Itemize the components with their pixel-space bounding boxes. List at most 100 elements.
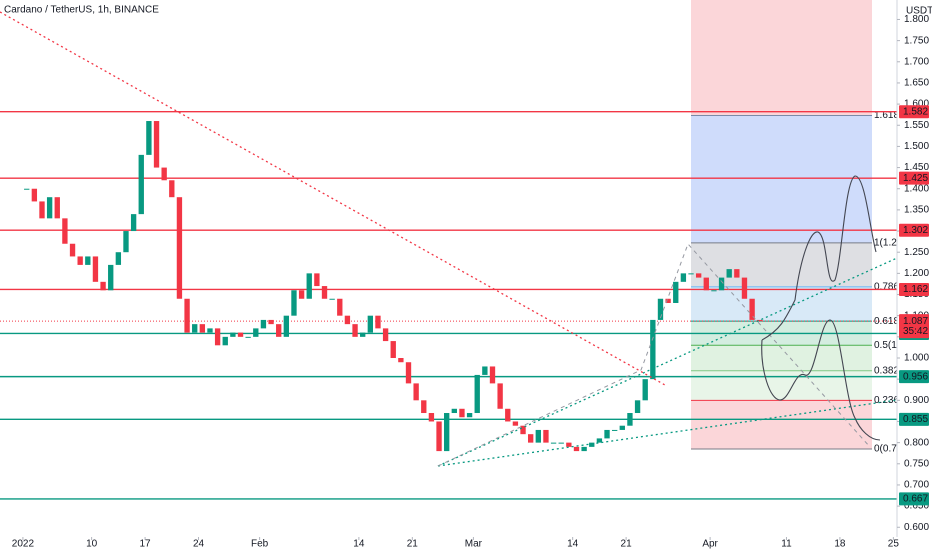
- x-tick-label: 24: [193, 539, 205, 550]
- candle: [268, 319, 274, 325]
- x-tick-label: Feb: [251, 539, 269, 550]
- candle: [283, 315, 290, 337]
- fib-label: 1.618(: [874, 110, 903, 121]
- candle: [92, 256, 99, 282]
- candle: [398, 358, 404, 363]
- candle: [550, 442, 557, 444]
- candle: [451, 408, 457, 414]
- x-tick-label: 21: [621, 539, 633, 550]
- candle: [123, 231, 129, 253]
- countdown-label: 35:42: [903, 326, 928, 337]
- price-tag: [899, 105, 929, 119]
- fib-label: 0.786(: [874, 282, 903, 293]
- x-tick-label: 17: [140, 539, 152, 550]
- candle: [734, 269, 740, 278]
- candle: [566, 442, 572, 447]
- candle: [276, 324, 282, 337]
- candle: [207, 328, 213, 333]
- candle: [474, 374, 480, 414]
- price-tag-label: 1.582: [903, 106, 928, 117]
- price-tag-label: 0.956: [903, 371, 928, 382]
- candle: [138, 154, 144, 215]
- candle: [688, 273, 694, 275]
- candle: [298, 290, 305, 299]
- price-tag-label: 0.855: [903, 414, 928, 425]
- candle: [650, 319, 656, 380]
- y-tick-label: 1.400: [904, 183, 929, 194]
- candle: [344, 315, 351, 325]
- price-tag-label: 1.162: [903, 284, 928, 295]
- x-tick-label: Mar: [465, 539, 483, 550]
- x-tick-label: 2022: [12, 539, 35, 550]
- chart-title: Cardano / TetherUS, 1h, BINANCE: [4, 5, 159, 16]
- y-tick-label: 1.250: [904, 247, 929, 258]
- price-axis: [897, 0, 932, 550]
- candle: [619, 425, 625, 430]
- fib-label: 0.382(: [874, 365, 903, 376]
- candle: [413, 383, 419, 401]
- current-price-tag: [899, 314, 929, 339]
- x-tick-label: 18: [834, 539, 846, 550]
- candle: [85, 256, 91, 265]
- candle: [62, 218, 68, 244]
- fib-zone: [691, 242, 872, 287]
- candle: [329, 298, 335, 300]
- candle: [596, 438, 603, 443]
- fib-zone: [691, 345, 872, 371]
- y-tick-label: 0.900: [904, 395, 929, 406]
- x-tick-label: 11: [781, 539, 792, 550]
- candle: [237, 332, 244, 337]
- candle: [680, 273, 687, 282]
- candle: [192, 324, 198, 333]
- candle: [245, 336, 251, 338]
- pattern-line: [437, 243, 871, 467]
- candle: [153, 121, 160, 168]
- y-tick-label: 1.450: [904, 162, 929, 173]
- candle: [54, 197, 60, 219]
- candle: [230, 332, 236, 337]
- candle: [528, 434, 534, 443]
- forecast-drawing: [761, 175, 881, 441]
- candle: [77, 256, 83, 265]
- price-tag: [899, 223, 929, 237]
- candle: [642, 379, 648, 401]
- candle: [222, 336, 228, 346]
- candle: [46, 197, 53, 219]
- candle: [558, 442, 564, 444]
- price-tag: [899, 492, 929, 506]
- candle: [482, 366, 488, 375]
- y-tick-label: 1.750: [904, 35, 929, 46]
- candle: [306, 273, 312, 299]
- y-tick-label: 1.500: [904, 141, 929, 152]
- price-tag: [899, 171, 929, 185]
- candle: [314, 273, 320, 287]
- candle: [695, 273, 702, 278]
- candle: [466, 413, 473, 418]
- candle: [184, 298, 190, 333]
- x-tick-label: Apr: [702, 539, 718, 550]
- fib-zone: [691, 286, 872, 322]
- candle: [428, 413, 435, 422]
- candle: [405, 362, 412, 384]
- y-tick-label: 1.600: [904, 99, 929, 110]
- fib-label: 0(0.78: [874, 444, 903, 455]
- y-tick-label: 1.700: [904, 56, 929, 67]
- candle: [146, 121, 152, 155]
- y-tick-label: 1.650: [904, 78, 929, 89]
- candle: [497, 383, 503, 409]
- candle: [337, 298, 343, 316]
- candle: [352, 324, 358, 337]
- price-tag: [899, 282, 929, 296]
- candle: [367, 315, 373, 333]
- candle: [69, 243, 76, 257]
- candle: [627, 413, 633, 426]
- candle: [673, 281, 679, 303]
- candle: [421, 400, 427, 414]
- y-tick-label: 1.200: [904, 268, 929, 279]
- target-zone: [691, 0, 872, 116]
- candle: [604, 429, 610, 439]
- candle: [169, 180, 175, 198]
- y-tick-label: 1.550: [904, 120, 929, 131]
- candle: [161, 167, 167, 181]
- candle: [726, 269, 732, 278]
